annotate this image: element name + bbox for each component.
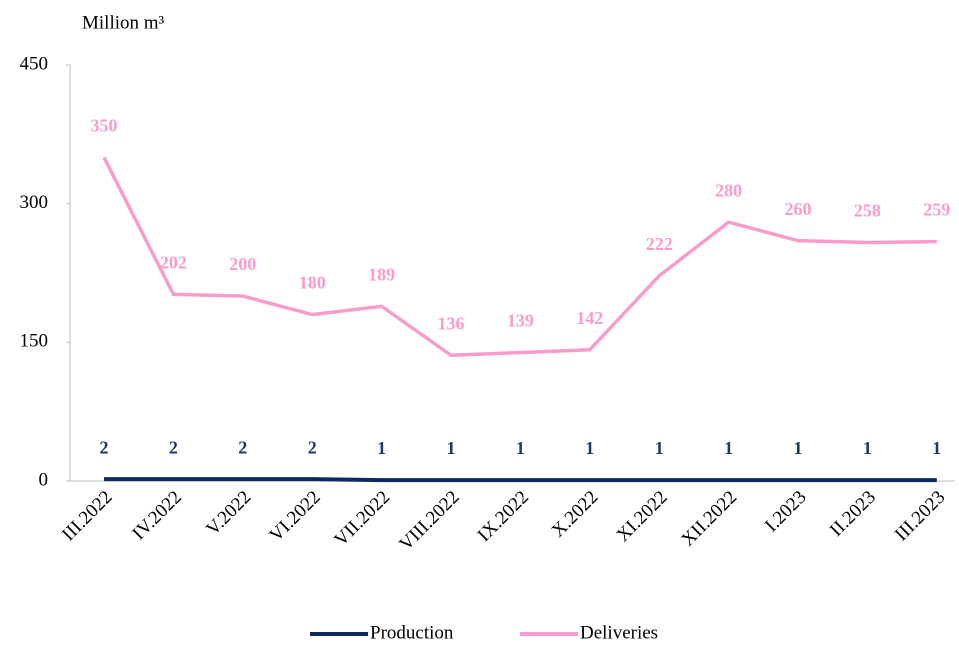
x-tick-label: IV.2022	[128, 487, 186, 545]
data-label: 142	[576, 308, 603, 328]
series-line	[102, 156, 937, 358]
y-tick-label: 0	[39, 469, 49, 490]
x-tick-label: I.2023	[761, 487, 811, 537]
x-tick-label: IX.2022	[474, 487, 533, 546]
x-tick-label: XI.2022	[613, 487, 672, 546]
x-tick-label: VI.2022	[266, 487, 325, 546]
data-label: 222	[646, 234, 673, 254]
data-label: 1	[516, 438, 525, 458]
data-label: 2	[308, 437, 317, 457]
data-label: 202	[160, 252, 187, 272]
data-label: 350	[91, 116, 118, 136]
y-axis-label: Million m³	[82, 12, 165, 33]
data-label: 189	[368, 264, 395, 284]
y-tick-label: 450	[20, 53, 49, 74]
x-tick-label: XII.2022	[677, 487, 741, 551]
data-label: 136	[438, 313, 465, 333]
data-label: 1	[724, 438, 733, 458]
data-label: 180	[299, 273, 326, 293]
data-label: 2	[169, 437, 178, 457]
data-label: 1	[863, 438, 872, 458]
data-label: 1	[932, 438, 941, 458]
y-tick-label: 300	[20, 192, 49, 213]
x-tick-label: III.2023	[891, 487, 950, 546]
data-label: 1	[655, 438, 664, 458]
data-label: 1	[377, 438, 386, 458]
x-tick-label: III.2022	[58, 487, 117, 546]
legend-label: Production	[370, 622, 454, 643]
data-label: 2	[100, 437, 109, 457]
series-line	[104, 477, 937, 483]
data-label: 1	[447, 438, 456, 458]
data-label: 1	[794, 438, 803, 458]
data-label: 260	[785, 199, 812, 219]
y-tick-label: 150	[20, 331, 49, 352]
data-label: 259	[923, 200, 950, 220]
x-tick-label: II.2023	[826, 487, 880, 541]
x-tick-label: X.2022	[548, 487, 603, 542]
data-label: 1	[585, 438, 594, 458]
x-tick-label: VII.2022	[330, 487, 394, 551]
data-label: 139	[507, 311, 534, 331]
data-label: 200	[229, 254, 256, 274]
x-tick-label: V.2022	[202, 487, 255, 540]
data-label: 258	[854, 201, 881, 221]
data-label: 2	[238, 437, 247, 457]
data-label: 280	[715, 180, 742, 200]
legend-label: Deliveries	[580, 622, 658, 643]
x-tick-label: VIII.2022	[395, 487, 463, 555]
